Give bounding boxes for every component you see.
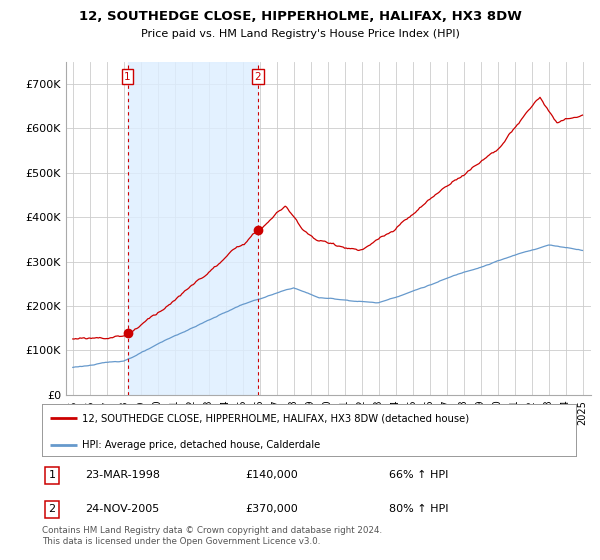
Text: 1: 1 <box>124 72 131 82</box>
Text: £140,000: £140,000 <box>245 470 298 480</box>
Text: Price paid vs. HM Land Registry's House Price Index (HPI): Price paid vs. HM Land Registry's House … <box>140 29 460 39</box>
Text: 2: 2 <box>49 505 56 515</box>
Text: 24-NOV-2005: 24-NOV-2005 <box>85 505 159 515</box>
Bar <box>128 62 258 395</box>
Text: 12, SOUTHEDGE CLOSE, HIPPERHOLME, HALIFAX, HX3 8DW (detached house): 12, SOUTHEDGE CLOSE, HIPPERHOLME, HALIFA… <box>82 413 469 423</box>
Text: 23-MAR-1998: 23-MAR-1998 <box>85 470 160 480</box>
Text: 2: 2 <box>254 72 262 82</box>
Text: Contains HM Land Registry data © Crown copyright and database right 2024.
This d: Contains HM Land Registry data © Crown c… <box>42 526 382 546</box>
Text: 12, SOUTHEDGE CLOSE, HIPPERHOLME, HALIFAX, HX3 8DW: 12, SOUTHEDGE CLOSE, HIPPERHOLME, HALIFA… <box>79 10 521 23</box>
Text: 80% ↑ HPI: 80% ↑ HPI <box>389 505 449 515</box>
Text: 1: 1 <box>49 470 55 480</box>
Text: HPI: Average price, detached house, Calderdale: HPI: Average price, detached house, Cald… <box>82 440 320 450</box>
Text: £370,000: £370,000 <box>245 505 298 515</box>
Text: 66% ↑ HPI: 66% ↑ HPI <box>389 470 448 480</box>
